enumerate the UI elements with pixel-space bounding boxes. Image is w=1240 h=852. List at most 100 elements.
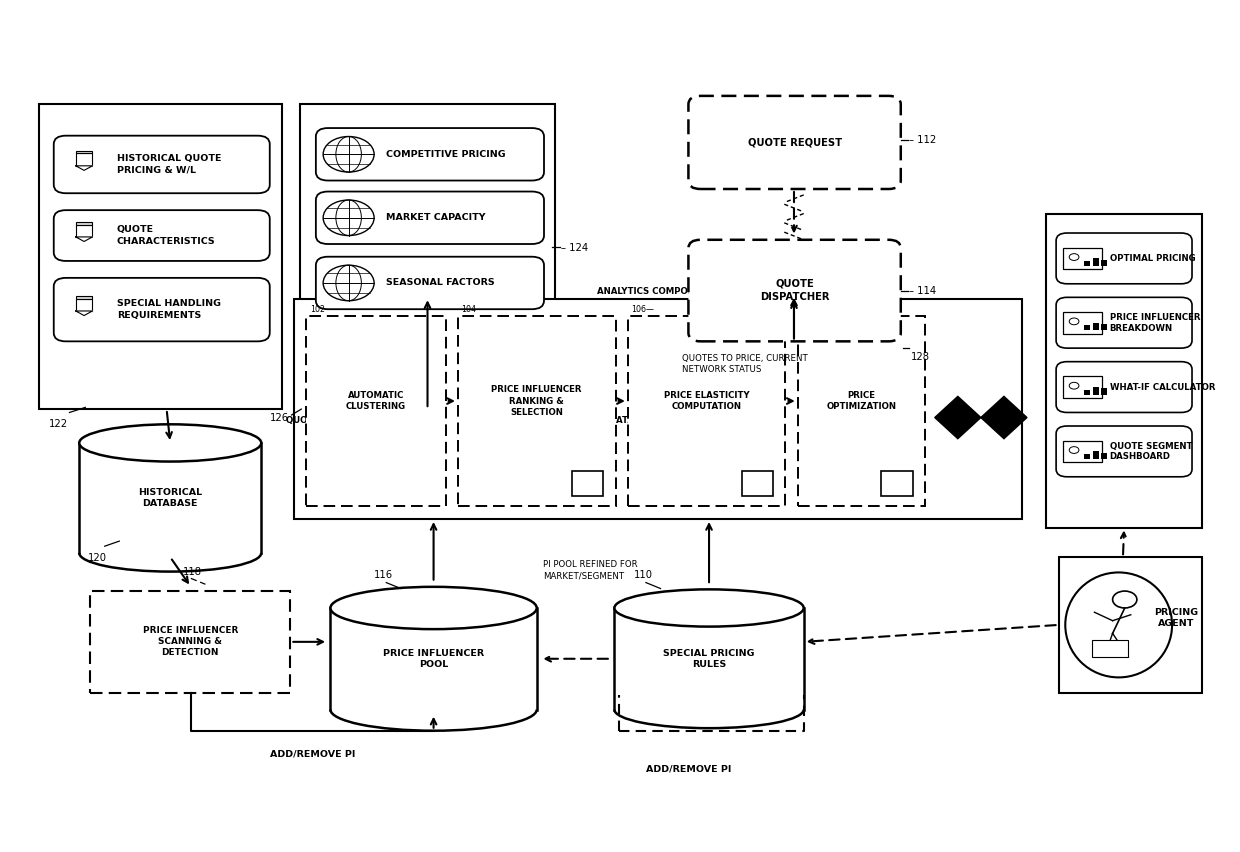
Text: 120: 120	[88, 553, 107, 563]
Text: ADD/REMOVE PI: ADD/REMOVE PI	[646, 764, 732, 774]
FancyBboxPatch shape	[1056, 426, 1192, 477]
FancyBboxPatch shape	[316, 256, 544, 309]
Bar	[1064, 248, 1102, 269]
Bar	[76, 222, 93, 225]
Text: PRICE
OPTIMIZATION: PRICE OPTIMIZATION	[826, 391, 897, 411]
Text: 108—: 108—	[801, 305, 825, 314]
Text: 116: 116	[374, 570, 393, 580]
Text: QUOTE
CHARACTERISTICS: QUOTE CHARACTERISTICS	[117, 225, 216, 245]
Polygon shape	[981, 396, 1027, 439]
Text: SEASONAL FACTORS: SEASONAL FACTORS	[386, 279, 495, 287]
Bar	[1101, 260, 1107, 266]
Text: MARKET CAPACITY: MARKET CAPACITY	[386, 213, 486, 222]
Text: AUTOMATIC
CLUSTERING: AUTOMATIC CLUSTERING	[346, 391, 405, 411]
Bar	[300, 104, 556, 409]
Text: PRICING
AGENT: PRICING AGENT	[1154, 608, 1198, 628]
Text: 118: 118	[182, 567, 201, 577]
Text: – 124: – 124	[560, 244, 588, 253]
Text: SPECIAL HANDLING
REQUIREMENTS: SPECIAL HANDLING REQUIREMENTS	[117, 299, 221, 320]
Bar	[1084, 261, 1090, 266]
FancyBboxPatch shape	[1056, 361, 1192, 412]
Ellipse shape	[330, 587, 537, 629]
Text: – 112: – 112	[909, 135, 936, 145]
FancyBboxPatch shape	[53, 278, 270, 342]
Text: QUOTES TO PRICE, CURRENT
NETWORK STATUS: QUOTES TO PRICE, CURRENT NETWORK STATUS	[682, 354, 808, 374]
Polygon shape	[76, 237, 93, 241]
Text: PRICE INFLUENCER
POOL: PRICE INFLUENCER POOL	[383, 648, 484, 669]
Text: 102—: 102—	[310, 305, 332, 314]
FancyBboxPatch shape	[688, 239, 900, 342]
Bar	[1047, 215, 1202, 527]
Bar	[1064, 440, 1102, 463]
Bar	[1059, 557, 1202, 693]
Polygon shape	[76, 166, 93, 170]
Bar	[797, 316, 925, 506]
Text: EXTERNAL DATA: EXTERNAL DATA	[556, 416, 634, 425]
Bar	[1064, 312, 1102, 334]
Text: ADD/REMOVE PI: ADD/REMOVE PI	[269, 750, 355, 758]
Text: PRICE INFLUENCER
SCANNING &
DETECTION: PRICE INFLUENCER SCANNING & DETECTION	[143, 626, 238, 658]
Circle shape	[324, 200, 374, 235]
Bar	[79, 443, 262, 553]
Bar	[627, 316, 785, 506]
FancyBboxPatch shape	[688, 96, 900, 189]
Text: QUOTE
DISPATCHER: QUOTE DISPATCHER	[760, 279, 830, 302]
Bar	[742, 471, 774, 496]
Text: 110: 110	[634, 570, 652, 580]
Ellipse shape	[79, 424, 262, 462]
Text: 126: 126	[270, 412, 289, 423]
Circle shape	[324, 136, 374, 172]
Bar	[91, 591, 290, 693]
Circle shape	[1069, 254, 1079, 261]
Bar	[1092, 323, 1099, 331]
Bar	[1101, 324, 1107, 331]
Bar	[76, 296, 93, 299]
Text: COMPETITIVE PRICING: COMPETITIVE PRICING	[386, 150, 506, 158]
Text: HISTORICAL QUOTE
PRICING & W/L: HISTORICAL QUOTE PRICING & W/L	[117, 154, 222, 175]
FancyBboxPatch shape	[53, 210, 270, 261]
Bar	[1084, 454, 1090, 459]
Text: 128: 128	[910, 352, 930, 361]
Bar	[1064, 377, 1102, 398]
Text: 106—: 106—	[631, 305, 655, 314]
Bar	[1101, 452, 1107, 459]
Circle shape	[1112, 591, 1137, 608]
Ellipse shape	[614, 590, 804, 626]
Bar	[330, 608, 537, 710]
Text: PRICE ELASTICITY
COMPUTATION: PRICE ELASTICITY COMPUTATION	[663, 391, 749, 411]
Bar	[572, 471, 604, 496]
Bar	[76, 151, 93, 153]
Polygon shape	[76, 299, 93, 311]
Text: 104—: 104—	[461, 305, 485, 314]
FancyBboxPatch shape	[53, 135, 270, 193]
Text: SPECIAL PRICING
RULES: SPECIAL PRICING RULES	[663, 648, 755, 669]
Polygon shape	[76, 225, 93, 237]
Text: ANALYTICS COMPONENTS: ANALYTICS COMPONENTS	[596, 286, 719, 296]
Text: PRICE INFLUENCER
BREAKDOWN: PRICE INFLUENCER BREAKDOWN	[1110, 313, 1200, 332]
FancyBboxPatch shape	[1056, 233, 1192, 284]
Text: – 114: – 114	[909, 285, 936, 296]
Bar	[458, 316, 615, 506]
Polygon shape	[935, 396, 981, 439]
Polygon shape	[76, 311, 93, 315]
Bar	[40, 104, 281, 409]
FancyBboxPatch shape	[316, 192, 544, 244]
Bar	[1092, 258, 1099, 266]
Bar	[882, 471, 913, 496]
Bar	[1092, 640, 1128, 657]
Text: 122: 122	[48, 419, 68, 429]
Bar	[294, 299, 1022, 519]
Circle shape	[1069, 446, 1079, 453]
Bar	[1084, 389, 1090, 394]
Bar	[306, 316, 445, 506]
Text: PI POOL REFINED FOR
MARKET/SEGMENT: PI POOL REFINED FOR MARKET/SEGMENT	[543, 560, 637, 580]
Bar	[1101, 389, 1107, 394]
Circle shape	[324, 265, 374, 301]
Text: QUOTE SEGMENT
DASHBOARD: QUOTE SEGMENT DASHBOARD	[1110, 441, 1192, 461]
FancyBboxPatch shape	[1056, 297, 1192, 348]
Circle shape	[1069, 318, 1079, 325]
Text: WHAT-IF CALCULATOR: WHAT-IF CALCULATOR	[1110, 383, 1215, 392]
Bar	[1084, 325, 1090, 331]
Bar	[1092, 387, 1099, 394]
Ellipse shape	[1065, 573, 1172, 677]
